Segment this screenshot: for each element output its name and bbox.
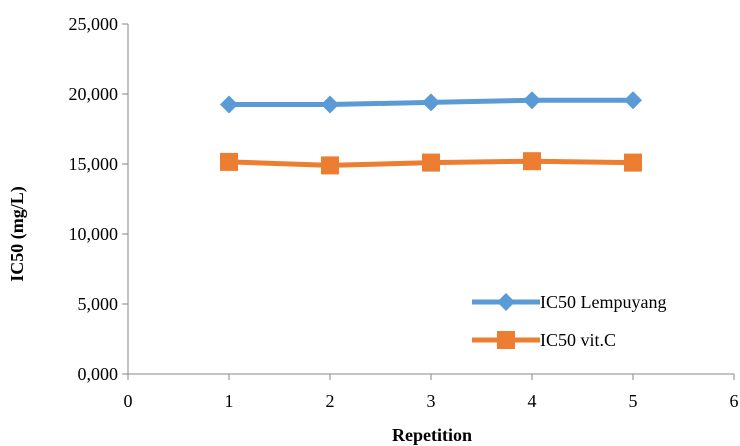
- legend-item: IC50 vit.C: [472, 330, 616, 350]
- y-tick-label: 5,000: [78, 294, 119, 314]
- chart-axes: [127, 24, 734, 375]
- data-point: [422, 153, 440, 172]
- x-axis-title: Repetition: [392, 425, 472, 445]
- y-tick-label: 20,000: [69, 84, 119, 104]
- x-axis-ticks: 0 1 2 3 4 5 6: [124, 374, 739, 411]
- y-tick-label: 15,000: [69, 154, 119, 174]
- legend-marker: [497, 331, 515, 349]
- legend-marker: [497, 293, 515, 311]
- data-point: [220, 152, 238, 171]
- legend-label: IC50 vit.C: [540, 330, 616, 350]
- data-point: [422, 93, 440, 112]
- y-axis-ticks: 0,000 5,000 10,000 15,000 20,000 25,000: [69, 14, 128, 384]
- x-tick-label: 5: [629, 391, 638, 411]
- series-1: [220, 91, 642, 114]
- y-axis-title: IC50 (mg/L): [7, 186, 28, 282]
- data-point: [321, 95, 339, 114]
- x-tick-label: 6: [730, 391, 739, 411]
- data-point: [624, 91, 642, 110]
- legend: IC50 Lempuyang IC50 vit.C: [472, 292, 666, 350]
- x-tick-label: 3: [427, 391, 436, 411]
- x-tick-label: 4: [528, 391, 537, 411]
- x-tick-label: 1: [225, 391, 234, 411]
- data-point: [523, 91, 541, 110]
- legend-item: IC50 Lempuyang: [472, 292, 666, 312]
- y-tick-label: 25,000: [69, 14, 119, 34]
- data-point: [624, 153, 642, 172]
- data-point: [523, 152, 541, 171]
- series-layer: [220, 91, 642, 175]
- data-point: [321, 156, 339, 175]
- y-tick-label: 10,000: [69, 224, 119, 244]
- x-tick-label: 2: [326, 391, 335, 411]
- data-point: [220, 95, 238, 114]
- x-tick-label: 0: [124, 391, 133, 411]
- legend-label: IC50 Lempuyang: [540, 292, 666, 312]
- series-2: [220, 152, 642, 175]
- y-tick-label: 0,000: [78, 364, 119, 384]
